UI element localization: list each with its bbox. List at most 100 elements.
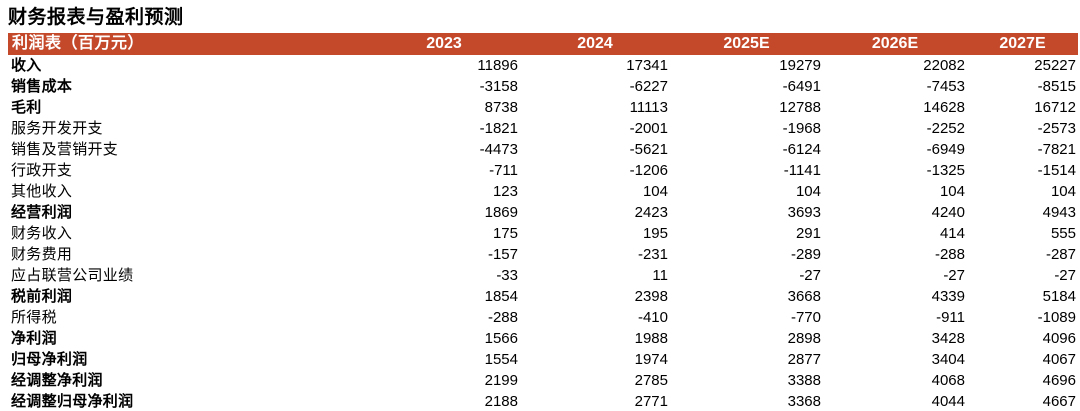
cell-value: 2877	[787, 351, 821, 368]
table-row: 所得税 -288 -410 -770 -911 -1089	[8, 307, 1078, 328]
cell-value: 4068	[931, 372, 965, 389]
table-row: 经营利润 1869 2423 3693 4240 4943	[8, 202, 1078, 223]
cell-value: 4067	[1042, 351, 1076, 368]
cell-value: 555	[1050, 225, 1076, 242]
cell-value: -7453	[926, 78, 965, 95]
cell-value: -1968	[782, 120, 821, 137]
table-row: 应占联营公司业绩 -33 11 -27 -27 -27	[8, 265, 1078, 286]
cell-value: -6949	[926, 141, 965, 158]
cell-value: 4240	[931, 204, 965, 221]
cell-value: 1974	[634, 351, 668, 368]
cell-value: 2188	[484, 393, 518, 410]
cell-value: 4696	[1042, 372, 1076, 389]
table-row: 销售及营销开支 -4473 -5621 -6124 -6949 -7821	[8, 139, 1078, 160]
cell-value: -1141	[783, 162, 821, 179]
cell-value: 11	[652, 267, 668, 284]
cell-value: 2398	[634, 288, 668, 305]
row-label: 净利润	[11, 330, 57, 347]
table-header: 利润表（百万元） 2023 2024 2025E 2026E 2027E	[8, 33, 1078, 55]
cell-value: -27	[799, 267, 821, 284]
cell-value: 4339	[931, 288, 965, 305]
header-year-2024: 2024	[520, 33, 670, 55]
cell-value: 3693	[787, 204, 821, 221]
row-label: 经营利润	[11, 204, 73, 221]
cell-value: -8515	[1037, 78, 1076, 95]
cell-value: 414	[939, 225, 965, 242]
cell-value: 11896	[477, 57, 518, 74]
cell-value: 3428	[931, 330, 965, 347]
cell-value: 104	[795, 183, 821, 200]
table-row: 归母净利润 1554 1974 2877 3404 4067	[8, 349, 1078, 370]
table-row: 其他收入 123 104 104 104 104	[8, 181, 1078, 202]
row-label: 税前利润	[11, 288, 73, 305]
cell-value: -1325	[926, 162, 965, 179]
header-year-2026e: 2026E	[823, 33, 967, 55]
cell-value: 4096	[1042, 330, 1076, 347]
cell-value: 104	[642, 183, 668, 200]
cell-value: 195	[642, 225, 668, 242]
cell-value: -33	[496, 267, 518, 284]
cell-value: -288	[487, 309, 518, 326]
table-body: 收入 11896 17341 19279 22082 25227 销售成本 -3158 -622…	[8, 55, 1078, 411]
cell-value: 5184	[1042, 288, 1076, 305]
cell-value: 11113	[629, 99, 668, 116]
header-year-2023: 2023	[368, 33, 520, 55]
table-row: 经调整净利润 2199 2785 3388 4068 4696	[8, 370, 1078, 391]
row-label: 其他收入	[11, 183, 73, 200]
cell-value: 2199	[484, 372, 518, 389]
cell-value: -410	[637, 309, 668, 326]
cell-value: -288	[934, 246, 965, 263]
cell-value: 104	[1050, 183, 1076, 200]
cell-value: -2573	[1037, 120, 1076, 137]
cell-value: 22082	[923, 57, 965, 74]
row-label: 财务费用	[11, 246, 73, 263]
row-label: 服务开发开支	[11, 120, 103, 137]
table-row: 净利润 1566 1988 2898 3428 4096	[8, 328, 1078, 349]
header-row: 利润表（百万元） 2023 2024 2025E 2026E 2027E	[8, 33, 1078, 55]
row-label: 应占联营公司业绩	[11, 267, 134, 284]
cell-value: 3668	[787, 288, 821, 305]
page-title: 财务报表与盈利预测	[8, 7, 184, 28]
cell-value: 175	[492, 225, 518, 242]
row-label: 经调整净利润	[11, 372, 103, 389]
cell-value: 2898	[787, 330, 821, 347]
cell-value: -2001	[629, 120, 668, 137]
cell-value: 2771	[634, 393, 668, 410]
cell-value: -1206	[629, 162, 668, 179]
cell-value: 291	[795, 225, 821, 242]
cell-value: -27	[1054, 267, 1076, 284]
cell-value: -770	[790, 309, 821, 326]
cell-value: -5621	[629, 141, 668, 158]
cell-value: -911	[936, 309, 965, 326]
cell-value: 4667	[1042, 393, 1076, 410]
row-label: 收入	[11, 57, 42, 74]
table-row: 财务收入 175 195 291 414 555	[8, 223, 1078, 244]
header-year-2027e: 2027E	[967, 33, 1078, 55]
cell-value: 2423	[634, 204, 668, 221]
cell-value: 3388	[787, 372, 821, 389]
cell-value: 1869	[484, 204, 518, 221]
cell-value: 25227	[1034, 57, 1076, 74]
cell-value: -711	[489, 162, 518, 179]
cell-value: 3404	[931, 351, 965, 368]
row-label: 毛利	[11, 99, 42, 116]
cell-value: 104	[939, 183, 965, 200]
table-row: 财务费用 -157 -231 -289 -288 -287	[8, 244, 1078, 265]
income-statement-table: 利润表（百万元） 2023 2024 2025E 2026E 2027E 收入 1…	[8, 33, 1078, 411]
table-row: 销售成本 -3158 -6227 -6491 -7453 -8515	[8, 76, 1078, 97]
cell-value: 17341	[626, 57, 668, 74]
cell-value: -6491	[782, 78, 821, 95]
cell-value: -6124	[782, 141, 821, 158]
cell-value: -2252	[926, 120, 965, 137]
cell-value: -231	[637, 246, 668, 263]
cell-value: 2785	[634, 372, 668, 389]
cell-value: -289	[790, 246, 821, 263]
cell-value: -157	[487, 246, 518, 263]
cell-value: -27	[943, 267, 965, 284]
cell-value: -287	[1045, 246, 1076, 263]
header-label: 利润表（百万元）	[8, 33, 368, 55]
table-row: 税前利润 1854 2398 3668 4339 5184	[8, 286, 1078, 307]
cell-value: 16712	[1034, 99, 1076, 116]
row-label: 财务收入	[11, 225, 73, 242]
